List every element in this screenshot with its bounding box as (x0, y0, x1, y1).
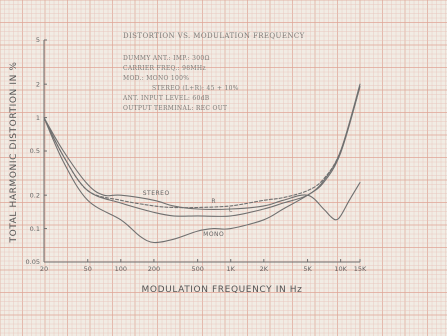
chart-text: DISTORTION VS. MODULATION FREQUENCY DUMM… (9, 32, 305, 295)
series-l-line (43, 83, 361, 217)
x-tick-label: 100 (115, 265, 127, 273)
y-tick-label: 0.1 (30, 225, 40, 233)
x-tick-label: 200 (148, 265, 160, 273)
y-axis-label: TOTAL HARMONIC DISTORTION IN % (9, 61, 19, 243)
x-tick-label: 10K (334, 265, 347, 273)
x-tick-label: 2K (260, 265, 269, 273)
axes (43, 39, 361, 263)
y-tick-label: 2 (36, 80, 40, 88)
series-mono-line (43, 86, 361, 244)
x-tick-label: 50 (84, 265, 92, 273)
tick-labels: 20 50 100 200 500 1K 2K 5K 10K 15K 0.05 0.1 0.2 0.5 1 2… (26, 36, 367, 273)
series-stereo-label: STEREO (143, 190, 170, 197)
series-stereo-line (43, 117, 361, 221)
y-tick-label: 0.2 (30, 191, 40, 199)
chart-title: DISTORTION VS. MODULATION FREQUENCY (123, 32, 305, 40)
series (43, 83, 361, 244)
y-tick-label: 1 (36, 114, 40, 122)
x-tick-label: 500 (191, 265, 203, 273)
y-tick-label: 0.5 (30, 147, 40, 155)
x-axis-label: MODULATION FREQUENCY IN Hz (142, 285, 303, 295)
note-ant-input: ANT. INPUT LEVEL: 60dB (122, 95, 210, 102)
series-r-line (43, 86, 361, 209)
note-output-terminal: OUTPUT TERMINAL: REC OUT (123, 105, 227, 112)
series-l-label: L (229, 207, 233, 214)
note-dummy-ant: DUMMY ANT.: IMP.: 300Ω (123, 55, 210, 62)
y-tick-label: 0.05 (26, 258, 40, 266)
curve-labels: STEREO R L MONO (143, 190, 233, 238)
x-tick-label: 20 (40, 265, 48, 273)
note-mod-mono: MOD.: MONO 100% (123, 75, 189, 82)
note-carrier-freq: CARRIER FREQ.: 98MHz (123, 65, 206, 72)
series-mono-label: MONO (203, 231, 224, 238)
y-tick-label: 5 (36, 36, 40, 44)
series-r-label: R (211, 198, 216, 205)
x-tick-label: 5K (303, 265, 312, 273)
x-tick-label: 15K (354, 265, 367, 273)
note-mod-stereo: STEREO (L+R): 45 + 10% (152, 85, 239, 92)
x-tick-label: 1K (227, 265, 236, 273)
